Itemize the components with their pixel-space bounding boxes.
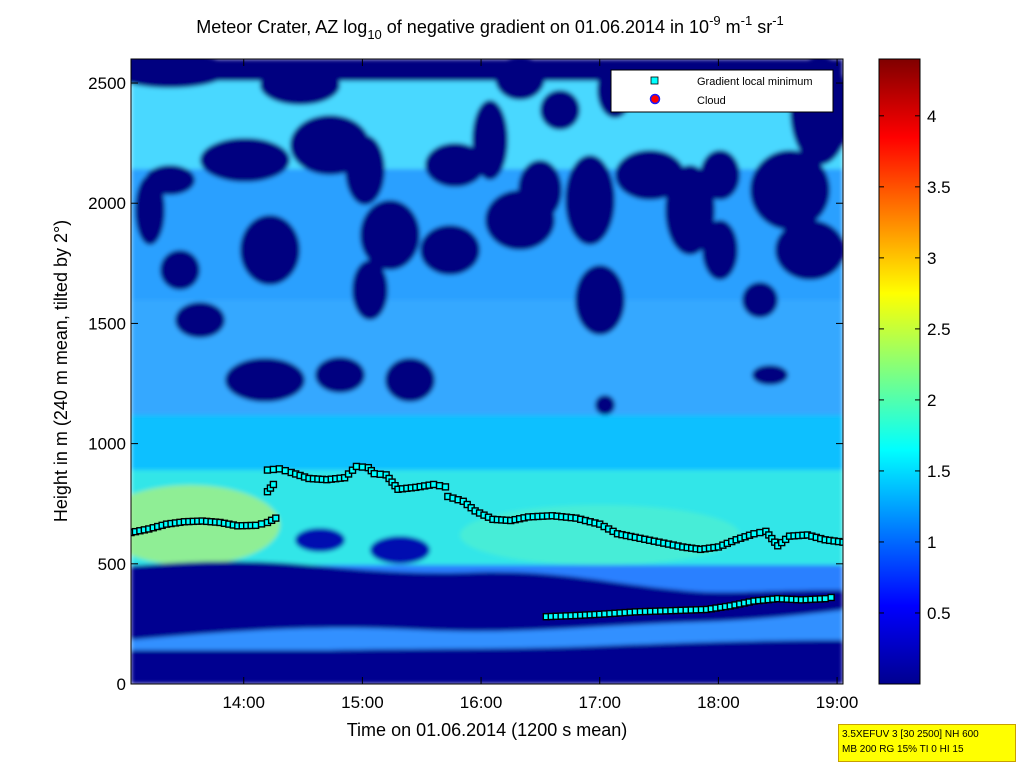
colorbar-ticks: 0.5 1 1.5 2 2.5 3 3.5 4	[879, 107, 951, 623]
gradient-minimum-marker	[429, 480, 438, 489]
plot-frame	[130, 58, 844, 685]
gradient-minimum-marker	[340, 474, 349, 482]
colorbar-gradient	[878, 58, 921, 685]
colorbar-tick-label: 1	[927, 533, 936, 552]
plot-area	[131, 59, 843, 684]
settings-info-line1: 3.5XEFUV 3 [30 2500] NH 600	[842, 729, 979, 740]
heatmap-cold-patch	[370, 536, 430, 564]
gradient-minimum-marker	[251, 521, 260, 530]
y-tick-label: 1000	[88, 435, 126, 454]
colorbar-tick-label: 0.5	[927, 604, 951, 623]
y-axis: 0 500 1000 1500 2000 2500	[88, 74, 843, 694]
y-tick-label: 500	[98, 555, 126, 574]
gradient-minimum-marker	[821, 594, 829, 603]
y-tick-label: 0	[117, 675, 126, 694]
legend-marker-circle	[649, 93, 661, 105]
colorbar-tick-label: 3.5	[927, 178, 951, 197]
gradient-minimum-marker	[257, 520, 266, 528]
legend: Gradient local minimum Cloud	[610, 69, 834, 113]
colorbar-tick-label: 2	[927, 391, 936, 410]
gradient-minimum-marker	[441, 483, 450, 491]
colorbar-tick-label: 2.5	[927, 320, 951, 339]
x-tick-label: 16:00	[460, 693, 503, 712]
settings-info-line2: MB 200 RG 15% TI 0 HI 15	[842, 744, 964, 755]
gradient-minimum-marker	[435, 481, 444, 490]
x-tick-label: 15:00	[341, 693, 384, 712]
gradient-minimum-marker	[269, 480, 278, 489]
gradient-minimum-marker	[839, 538, 843, 546]
colorbar: 0.5 1 1.5 2 2.5 3 3.5 4	[878, 58, 951, 685]
gradient-minimum-marker	[358, 463, 367, 471]
heatmap-band-mid	[131, 300, 843, 420]
heatmap-band-surface	[131, 650, 843, 684]
legend-label-gradient-min: Gradient local minimum	[697, 76, 813, 88]
heatmap-cold-patch	[295, 528, 345, 552]
gradient-minimum-marker	[376, 470, 384, 478]
heatmap-warm-spot	[460, 505, 740, 565]
gradient-minimum-marker	[269, 465, 278, 474]
gradient-minimum-marker	[756, 528, 764, 537]
settings-info-box: 3.5XEFUV 3 [30 2500] NH 600 MB 200 RG 15…	[838, 724, 1016, 762]
heatmap-light-streak	[131, 610, 843, 665]
x-axis-label: Time on 01.06.2014 (1200 s mean)	[347, 720, 628, 740]
gradient-minimum-marker	[272, 514, 280, 522]
gradient-minimum-marker	[370, 469, 378, 478]
heatmap	[131, 59, 843, 684]
gradient-minimum-marker	[275, 465, 284, 473]
gradient-minimum-marker	[348, 466, 357, 474]
y-tick-label: 1500	[88, 314, 126, 333]
legend-label-cloud: Cloud	[697, 95, 726, 107]
x-tick-label: 19:00	[816, 693, 859, 712]
series-gradient-local-minimum	[131, 462, 843, 621]
gradient-minimum-marker	[827, 593, 835, 602]
y-tick-label: 2000	[88, 194, 126, 213]
gradient-minimum-marker	[263, 466, 272, 474]
chart-title: Meteor Crater, AZ log10 of negative grad…	[196, 13, 784, 42]
legend-marker-square	[650, 76, 659, 85]
colorbar-tick-label: 4	[927, 107, 936, 126]
y-axis-label: Height in m (240 m mean, tilted by 2°)	[51, 220, 71, 522]
legend-box	[610, 69, 834, 113]
x-tick-label: 14:00	[222, 693, 265, 712]
x-tick-label: 17:00	[578, 693, 621, 712]
x-tick-label: 18:00	[697, 693, 740, 712]
gradient-minimum-marker	[352, 462, 361, 471]
gradient-minimum-marker	[281, 466, 289, 475]
gradient-minimum-marker	[750, 530, 758, 538]
y-tick-label: 2500	[88, 74, 126, 93]
gradient-minimum-marker	[344, 470, 353, 478]
colorbar-tick-label: 1.5	[927, 462, 951, 481]
heatmap-band-lower	[131, 415, 843, 475]
colorbar-tick-label: 3	[927, 249, 936, 268]
x-axis: 14:00 15:00 16:00 17:00 18:00 19:00	[222, 59, 858, 712]
